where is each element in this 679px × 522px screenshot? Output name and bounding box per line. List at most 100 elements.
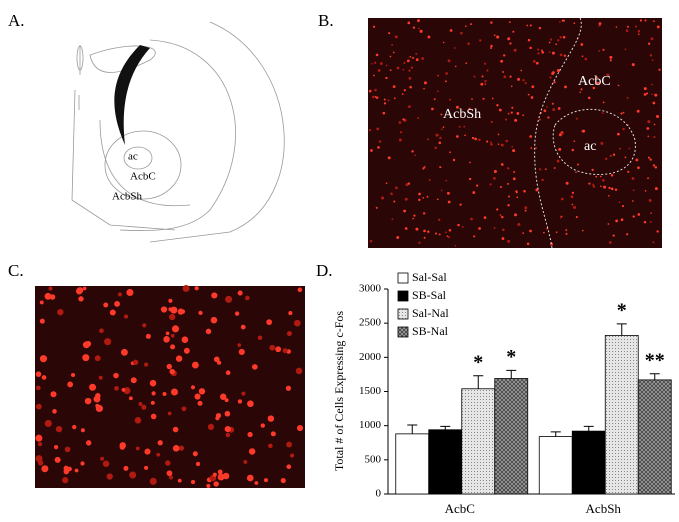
micrograph	[35, 286, 305, 488]
cell	[119, 442, 126, 449]
cell	[507, 112, 510, 115]
cell	[502, 71, 505, 73]
cell	[493, 170, 497, 174]
cell	[166, 470, 173, 477]
cell	[608, 186, 611, 190]
cell	[565, 181, 569, 185]
cell	[582, 129, 586, 133]
cell	[635, 158, 639, 162]
cell	[526, 242, 530, 246]
cell	[35, 371, 42, 377]
cell	[181, 406, 187, 412]
cell	[436, 74, 440, 77]
cell	[607, 223, 610, 225]
cell	[123, 314, 129, 319]
y-axis-label: Total # of Cells Expressing c-Fos	[332, 311, 346, 471]
cell	[464, 134, 466, 137]
cell	[396, 66, 400, 70]
cell	[144, 448, 151, 455]
cell	[80, 461, 85, 466]
cell	[120, 348, 128, 356]
panel-label: A.	[8, 11, 25, 30]
cell	[85, 440, 92, 446]
cell	[522, 114, 525, 117]
cell	[438, 141, 442, 145]
cell	[507, 37, 511, 41]
cell	[592, 86, 596, 90]
cell	[428, 179, 431, 182]
cell	[610, 187, 614, 191]
cell	[559, 216, 562, 219]
cell	[423, 166, 426, 169]
cell	[410, 66, 414, 69]
cell	[374, 88, 377, 92]
cell	[618, 201, 621, 204]
cell	[489, 141, 492, 144]
cell	[103, 302, 109, 308]
bar	[637, 379, 672, 495]
cell	[375, 96, 379, 99]
cell	[195, 461, 201, 467]
cell	[449, 98, 452, 101]
cell	[631, 200, 634, 202]
cell	[562, 35, 566, 39]
cell	[467, 42, 470, 45]
cell	[537, 48, 540, 51]
cell	[445, 231, 447, 234]
cell	[468, 107, 471, 111]
y-tick-label: 2500	[359, 317, 382, 329]
cell	[556, 159, 560, 163]
cell	[541, 178, 544, 182]
cell	[571, 191, 575, 194]
cell	[377, 68, 381, 72]
cell	[490, 120, 493, 124]
cell	[368, 89, 372, 93]
cell	[503, 75, 507, 79]
cell	[565, 232, 568, 235]
cell	[99, 328, 104, 334]
cell	[114, 300, 121, 307]
cell	[198, 388, 206, 395]
cell	[452, 158, 456, 162]
cell	[604, 157, 608, 161]
cell	[626, 233, 629, 236]
cell	[493, 34, 496, 37]
bar	[538, 436, 573, 495]
cell	[41, 375, 47, 380]
cell	[529, 46, 532, 50]
cell	[512, 30, 515, 33]
cell	[656, 25, 660, 29]
cell	[644, 190, 647, 192]
cell	[438, 218, 441, 221]
cell	[653, 136, 656, 139]
cell	[499, 185, 502, 189]
cell	[500, 143, 504, 147]
cell	[529, 135, 533, 138]
cell	[579, 91, 582, 94]
cell	[549, 76, 552, 79]
cell	[506, 182, 509, 185]
cell	[123, 465, 129, 471]
cell	[643, 87, 647, 91]
cell	[402, 68, 405, 71]
cell	[594, 78, 597, 81]
cell	[624, 156, 627, 159]
cell	[647, 120, 651, 124]
cell	[565, 229, 568, 231]
cell	[220, 393, 227, 400]
cell	[547, 116, 550, 119]
legend-swatch	[397, 308, 409, 320]
cell	[573, 22, 576, 25]
cell	[646, 127, 650, 130]
cell	[418, 241, 421, 244]
legend-label: SB-Nal	[412, 324, 449, 338]
cell	[513, 48, 517, 52]
cell	[190, 385, 196, 390]
cell	[614, 188, 618, 191]
cell	[603, 185, 607, 189]
cell	[631, 177, 635, 180]
cell	[145, 333, 151, 339]
labeled-cells	[35, 284, 304, 488]
cell	[481, 75, 484, 78]
